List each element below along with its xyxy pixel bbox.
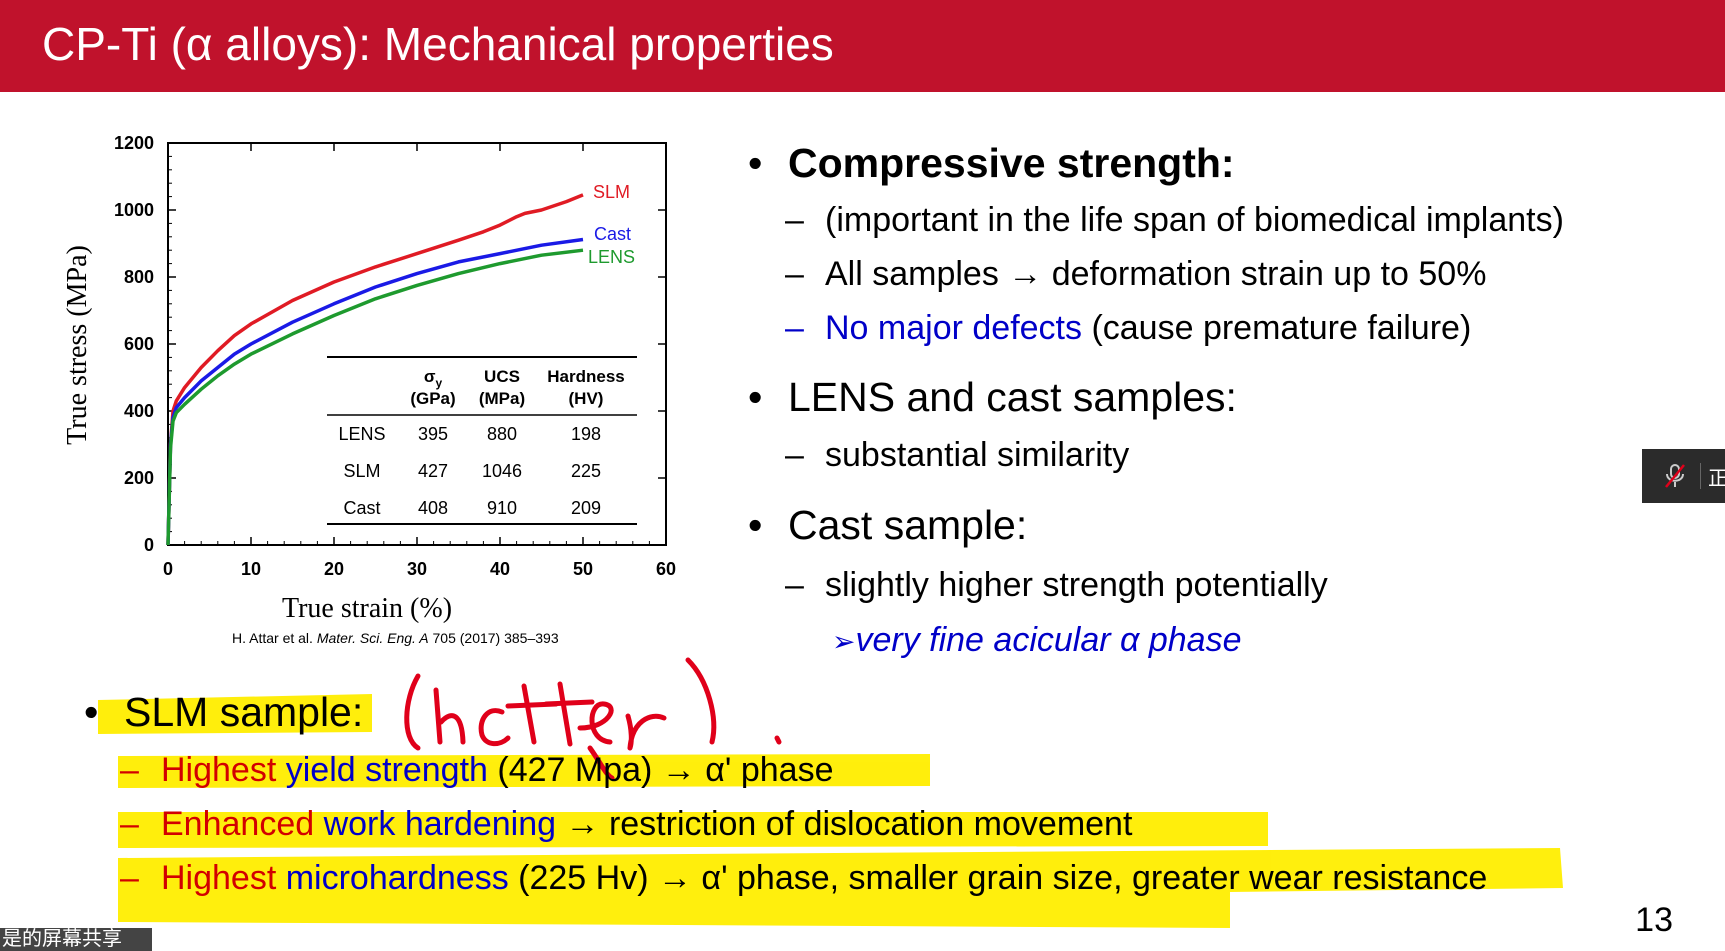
series-label-slm: SLM	[593, 182, 630, 202]
series-line-lens	[166, 248, 584, 546]
table-cell: 198	[571, 424, 601, 444]
work-hardening: work hardening	[314, 805, 557, 843]
slm-line-hardening: Enhanced work hardening → restriction of…	[161, 805, 1132, 844]
table-cell: 395	[418, 424, 448, 444]
table-header-unit-2: (MPa)	[479, 389, 525, 408]
x-tick-label: 50	[573, 559, 593, 579]
series-line-slm	[166, 193, 584, 546]
slm-sample-colon: :	[351, 689, 364, 735]
bullet-dot-3: •	[748, 502, 763, 548]
page-number: 13	[1635, 901, 1673, 939]
bullet-cast-sample: Cast sample:	[788, 502, 1028, 548]
widget-separator	[1700, 463, 1701, 489]
plot-frame	[167, 142, 667, 546]
slide-title-bar: CP-Ti (α alloys): Mechanical properties	[0, 0, 1725, 92]
table-header-3: Hardness	[547, 367, 624, 386]
x-tick-label: 20	[324, 559, 344, 579]
screen-share-tab[interactable]: 是的屏幕共享	[0, 928, 152, 951]
microhardness-rest: (225 Hv) → α' phase, smaller grain size,…	[508, 859, 1488, 897]
bullet-slm-sample: SLM sample:	[124, 689, 363, 736]
microhardness-highest: Highest	[161, 859, 277, 897]
dash-4: –	[785, 436, 804, 474]
acicular-text: very fine acicular α phase	[855, 621, 1242, 659]
table-cell: 209	[571, 498, 601, 518]
sub-slightly-higher: slightly higher strength potentially	[825, 566, 1328, 604]
bullet-compressive-strength: Compressive strength:	[788, 140, 1235, 186]
dash-5: –	[785, 566, 804, 604]
slide-title: CP-Ti (α alloys): Mechanical properties	[42, 18, 834, 70]
x-tick-label: 60	[656, 559, 676, 579]
x-tick-label: 10	[241, 559, 261, 579]
premature-failure-text: (cause premature failure)	[1082, 309, 1472, 347]
y-tick-label: 0	[144, 535, 154, 555]
mic-muted-icon[interactable]	[1664, 463, 1686, 489]
table-header-2: UCS	[484, 367, 520, 386]
x-tick-label: 40	[490, 559, 510, 579]
mic-widget[interactable]: 正	[1642, 449, 1725, 503]
series-line-cast	[166, 237, 584, 546]
series-label-cast: Cast	[594, 224, 631, 244]
table-cell: SLM	[343, 461, 380, 481]
citation: H. Attar et al. Mater. Sci. Eng. A 705 (…	[232, 630, 559, 646]
y-tick-label: 400	[124, 401, 154, 421]
x-tick-label: 30	[407, 559, 427, 579]
y-tick-label: 1000	[114, 200, 154, 220]
table-cell: 427	[418, 461, 448, 481]
table-cell: LENS	[338, 424, 385, 444]
sub-biomedical-implants: (important in the life span of biomedica…	[825, 201, 1564, 239]
slm-line-yield: Highest yield strength (427 Mpa) → α' ph…	[161, 751, 833, 790]
y-axis-label: True stress (MPa)	[62, 245, 93, 445]
bullet-dot-1: •	[748, 140, 763, 186]
y-tick-label: 200	[124, 468, 154, 488]
table-header-unit-3: (HV)	[569, 389, 604, 408]
arrow-marker-icon: ➢	[832, 626, 856, 657]
dash-2: –	[785, 255, 804, 293]
citation-authors: H. Attar et al.	[232, 630, 317, 646]
y-tick-label: 600	[124, 334, 154, 354]
dash-6: –	[120, 751, 139, 789]
no-major-defects-text: No major defects	[825, 309, 1082, 347]
widget-glyph: 正	[1708, 468, 1725, 490]
table-cell: 880	[487, 424, 517, 444]
slm-sample-text: SLM sample	[124, 689, 352, 735]
dash-3: –	[785, 309, 804, 347]
dash-8: –	[120, 859, 139, 897]
citation-rest: 705 (2017) 385–393	[428, 630, 559, 646]
bullet-lens-cast: LENS and cast samples:	[788, 374, 1237, 420]
slm-line-microhardness: Highest microhardness (225 Hv) → α' phas…	[161, 859, 1487, 898]
table-header-1: σy	[424, 367, 443, 390]
bullet-dot-2: •	[748, 374, 763, 420]
table-cell: Cast	[343, 498, 380, 518]
sub-substantial-similarity: substantial similarity	[825, 436, 1130, 474]
y-tick-label: 1200	[114, 133, 154, 153]
dash-7: –	[120, 805, 139, 843]
citation-journal: Mater. Sci. Eng. A	[316, 630, 429, 646]
table-cell: 225	[571, 461, 601, 481]
x-axis-label: True strain (%)	[282, 593, 452, 624]
yield-strength: yield strength	[276, 751, 488, 789]
dash-1: –	[785, 201, 804, 239]
table-cell: 910	[487, 498, 517, 518]
yield-rest: (427 Mpa) → α' phase	[487, 751, 834, 789]
x-tick-label: 0	[163, 559, 173, 579]
y-tick-label: 800	[124, 267, 154, 287]
bullet-dot-4: •	[84, 689, 99, 735]
yield-highest: Highest	[161, 751, 277, 789]
sub-deformation-strain: All samples → deformation strain up to 5…	[825, 255, 1487, 293]
microhardness: microhardness	[276, 859, 509, 897]
series-label-lens: LENS	[588, 247, 635, 267]
sub-sub-acicular: ➢very fine acicular α phase	[832, 621, 1242, 660]
table-cell: 1046	[482, 461, 522, 481]
hardening-rest: → restriction of dislocation movement	[556, 805, 1133, 843]
table-cell: 408	[418, 498, 448, 518]
hardening-enhanced: Enhanced	[161, 805, 315, 843]
table-header-unit-1: (GPa)	[410, 389, 455, 408]
sub-no-major-defects: No major defects (cause premature failur…	[825, 309, 1471, 348]
